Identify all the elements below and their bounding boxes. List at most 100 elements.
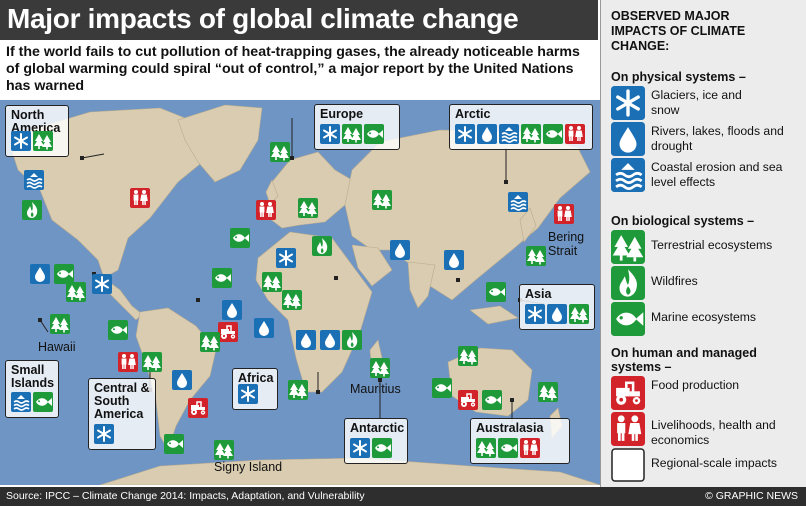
trees-icon — [288, 380, 308, 400]
water-drop-icon — [320, 330, 340, 350]
water-drop-icon — [296, 330, 316, 350]
trees-icon — [458, 346, 478, 366]
world-map: North America Europe Arctic Asia — [0, 100, 600, 485]
people-icon — [256, 200, 276, 220]
fish-icon — [364, 124, 384, 144]
place-bering-strait: Bering Strait — [548, 230, 585, 258]
fish-icon — [498, 438, 518, 458]
page-title: Major impacts of global climate change — [7, 3, 519, 34]
trees-icon — [538, 382, 558, 402]
people-icon — [130, 188, 150, 208]
fish-icon — [372, 438, 392, 458]
water-drop-icon — [222, 300, 242, 320]
water-drop-icon — [30, 264, 50, 284]
snowflake-icon — [11, 131, 31, 151]
legend-item-glaciers: Glaciers, ice and snow — [611, 86, 803, 120]
people-icon — [554, 204, 574, 224]
flame-icon — [312, 236, 332, 256]
fish-icon — [432, 378, 452, 398]
trees-icon — [526, 246, 546, 266]
trees-icon — [569, 304, 589, 324]
people-icon — [118, 352, 138, 372]
source-text: Source: IPCC – Climate Change 2014: Impa… — [6, 490, 365, 502]
blank-square-icon — [611, 448, 645, 482]
region-small-islands: Small Islands — [5, 360, 59, 418]
flame-icon — [611, 266, 645, 300]
legend-item-coastal: Coastal erosion and sea level effects — [611, 158, 803, 192]
region-label: Antarctic — [350, 421, 405, 435]
snowflake-icon — [92, 274, 112, 294]
legend-heading-physical: On physical systems – — [611, 70, 746, 84]
snowflake-icon — [276, 248, 296, 268]
region-label: Africa — [238, 371, 274, 385]
legend-heading-biological: On biological systems – — [611, 214, 755, 228]
region-label: Australasia — [476, 421, 544, 435]
water-drop-icon — [477, 124, 497, 144]
region-africa: Africa — [232, 368, 278, 410]
coastal-erosion-icon — [611, 158, 645, 192]
coastal-erosion-icon — [508, 192, 528, 212]
trees-icon — [214, 440, 234, 460]
snowflake-icon — [238, 384, 258, 404]
legend-panel: OBSERVED MAJOR IMPACTS OF CLIMATE CHANGE… — [600, 0, 806, 487]
fish-icon — [33, 392, 53, 412]
title-bar: Major impacts of global climate change — [0, 0, 598, 40]
fish-icon — [230, 228, 250, 248]
credit-text: © GRAPHIC NEWS — [705, 490, 798, 502]
coastal-erosion-icon — [499, 124, 519, 144]
legend-heading-human: On human and managed systems – — [611, 346, 757, 374]
fish-icon — [482, 390, 502, 410]
trees-icon — [372, 190, 392, 210]
legend-title: OBSERVED MAJOR IMPACTS OF CLIMATE CHANGE… — [611, 9, 746, 53]
region-europe: Europe — [314, 104, 400, 150]
water-drop-icon — [547, 304, 567, 324]
water-drop-icon — [390, 240, 410, 260]
fish-icon — [164, 434, 184, 454]
snowflake-icon — [94, 424, 114, 444]
flame-icon — [342, 330, 362, 350]
tractor-icon — [188, 398, 208, 418]
legend-item-marine: Marine ecosystems — [611, 302, 803, 336]
water-drop-icon — [254, 318, 274, 338]
legend-item-terrestrial: Terrestrial ecosystems — [611, 230, 803, 264]
trees-icon — [342, 124, 362, 144]
footer: Source: IPCC – Climate Change 2014: Impa… — [0, 487, 806, 506]
fish-icon — [543, 124, 563, 144]
snowflake-icon — [525, 304, 545, 324]
trees-icon — [298, 198, 318, 218]
tractor-icon — [611, 376, 645, 410]
trees-icon — [270, 142, 290, 162]
region-label: Arctic — [455, 107, 491, 121]
water-drop-icon — [172, 370, 192, 390]
snowflake-icon — [455, 124, 475, 144]
fish-icon — [486, 282, 506, 302]
trees-icon — [476, 438, 496, 458]
region-antarctic: Antarctic — [344, 418, 408, 464]
flame-icon — [22, 200, 42, 220]
trees-icon — [66, 282, 86, 302]
region-label: Asia — [525, 287, 552, 301]
legend-item-wildfires: Wildfires — [611, 266, 803, 300]
region-label: Central & South America — [94, 381, 150, 421]
legend-item-rivers: Rivers, lakes, floods and drought — [611, 122, 803, 156]
region-arctic: Arctic — [449, 104, 593, 150]
region-asia: Asia — [519, 284, 595, 330]
snowflake-icon — [320, 124, 340, 144]
trees-icon — [262, 272, 282, 292]
tractor-icon — [458, 390, 478, 410]
people-icon — [520, 438, 540, 458]
coastal-erosion-icon — [24, 170, 44, 190]
region-australasia: Australasia — [470, 418, 570, 464]
fish-icon — [108, 320, 128, 340]
trees-icon — [142, 352, 162, 372]
legend-item-livelihoods: Livelihoods, health and economics — [611, 412, 803, 447]
trees-icon — [611, 230, 645, 264]
fish-icon — [611, 302, 645, 336]
legend-item-regional: Regional-scale impacts — [611, 448, 803, 482]
people-icon — [611, 412, 645, 446]
legend-item-food: Food production — [611, 376, 803, 410]
trees-icon — [33, 131, 53, 151]
trees-icon — [521, 124, 541, 144]
people-icon — [565, 124, 585, 144]
region-central-south-america: Central & South America — [88, 378, 156, 450]
